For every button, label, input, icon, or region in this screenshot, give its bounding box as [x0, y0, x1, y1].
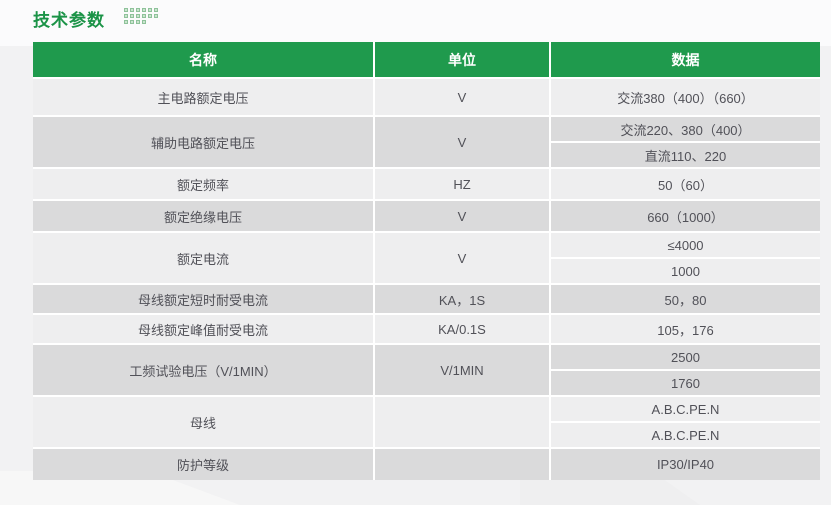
cell-unit: V: [375, 233, 549, 283]
data-value: A.B.C.PE.N: [551, 397, 820, 421]
column-header-data: 数据: [551, 42, 820, 77]
cell-data: IP30/IP40: [551, 449, 820, 480]
table-row: 辅助电路额定电压 V 交流220、380（400） 直流110、220: [33, 117, 820, 167]
cell-unit: V: [375, 201, 549, 231]
decoration-square: [142, 14, 146, 18]
cell-unit: KA/0.1S: [375, 315, 549, 343]
cell-parameter-name: 防护等级: [33, 449, 373, 480]
data-value: 1760: [551, 371, 820, 395]
cell-unit: V/1MIN: [375, 345, 549, 395]
data-value: 交流220、380（400）: [551, 117, 820, 141]
decoration-square: [142, 20, 146, 24]
decoration-square: [124, 8, 128, 12]
data-value: 50（60）: [551, 169, 820, 199]
table-row: 额定电流 V ≤4000 1000: [33, 233, 820, 283]
cell-data: 交流220、380（400） 直流110、220: [551, 117, 820, 167]
data-value: IP30/IP40: [551, 449, 820, 480]
cell-parameter-name: 辅助电路额定电压: [33, 117, 373, 167]
data-value: 1000: [551, 259, 820, 283]
cell-parameter-name: 额定电流: [33, 233, 373, 283]
cell-parameter-name: 母线: [33, 397, 373, 447]
cell-data: ≤4000 1000: [551, 233, 820, 283]
decoration-square: [142, 8, 146, 12]
decoration-square: [136, 8, 140, 12]
cell-data: 50（60）: [551, 169, 820, 199]
column-header-unit: 单位: [375, 42, 549, 77]
decoration-square: [124, 20, 128, 24]
table-row: 母线额定短时耐受电流 KA，1S 50，80: [33, 285, 820, 313]
table-body: 主电路额定电压 V 交流380（400）（660） 辅助电路额定电压 V 交流220、38…: [33, 79, 820, 480]
data-value: 105，176: [551, 315, 820, 343]
cell-unit: V: [375, 117, 549, 167]
decoration-square: [130, 14, 134, 18]
data-value: ≤4000: [551, 233, 820, 257]
table-row: 防护等级 IP30/IP40: [33, 449, 820, 480]
cell-parameter-name: 母线额定短时耐受电流: [33, 285, 373, 313]
table-row: 额定频率 HZ 50（60）: [33, 169, 820, 199]
data-value: 2500: [551, 345, 820, 369]
table-row: 母线 A.B.C.PE.N A.B.C.PE.N: [33, 397, 820, 447]
cell-data: 50，80: [551, 285, 820, 313]
cell-data: 2500 1760: [551, 345, 820, 395]
cell-unit: [375, 449, 549, 480]
data-value: 交流380（400）（660）: [551, 79, 820, 115]
decoration-square: [148, 14, 152, 18]
page-title: 技术参数: [33, 11, 105, 30]
decoration-square: [154, 8, 158, 12]
cell-parameter-name: 工频试验电压（V/1MIN）: [33, 345, 373, 395]
cell-parameter-name: 主电路额定电压: [33, 79, 373, 115]
data-value: 660（1000）: [551, 201, 820, 231]
cell-parameter-name: 额定绝缘电压: [33, 201, 373, 231]
column-header-name: 名称: [33, 42, 373, 77]
table-row: 主电路额定电压 V 交流380（400）（660）: [33, 79, 820, 115]
cell-unit: KA，1S: [375, 285, 549, 313]
cell-data: A.B.C.PE.N A.B.C.PE.N: [551, 397, 820, 447]
cell-parameter-name: 额定频率: [33, 169, 373, 199]
cell-unit: HZ: [375, 169, 549, 199]
table-row: 母线额定峰值耐受电流 KA/0.1S 105，176: [33, 315, 820, 343]
data-value: 直流110、220: [551, 143, 820, 167]
cell-data: 交流380（400）（660）: [551, 79, 820, 115]
decoration-square: [148, 8, 152, 12]
data-value: A.B.C.PE.N: [551, 423, 820, 447]
cell-data: 105，176: [551, 315, 820, 343]
cell-unit: V: [375, 79, 549, 115]
cell-unit: [375, 397, 549, 447]
table-row: 额定绝缘电压 V 660（1000）: [33, 201, 820, 231]
decoration-square: [130, 8, 134, 12]
table-row: 工频试验电压（V/1MIN） V/1MIN 2500 1760: [33, 345, 820, 395]
background-mid-wedge: [520, 477, 700, 505]
decoration-square: [154, 14, 158, 18]
decoration-square: [136, 14, 140, 18]
table-header-row: 名称 单位 数据: [33, 42, 820, 77]
decoration-square: [136, 20, 140, 24]
decoration-square: [130, 20, 134, 24]
cell-parameter-name: 母线额定峰值耐受电流: [33, 315, 373, 343]
decoration-square: [124, 14, 128, 18]
cell-data: 660（1000）: [551, 201, 820, 231]
title-decoration-dots: [124, 8, 164, 24]
technical-parameters-table: 名称 单位 数据 主电路额定电压 V 交流380（400）（660） 辅助电路额定电压…: [33, 42, 820, 480]
data-value: 50，80: [551, 285, 820, 313]
